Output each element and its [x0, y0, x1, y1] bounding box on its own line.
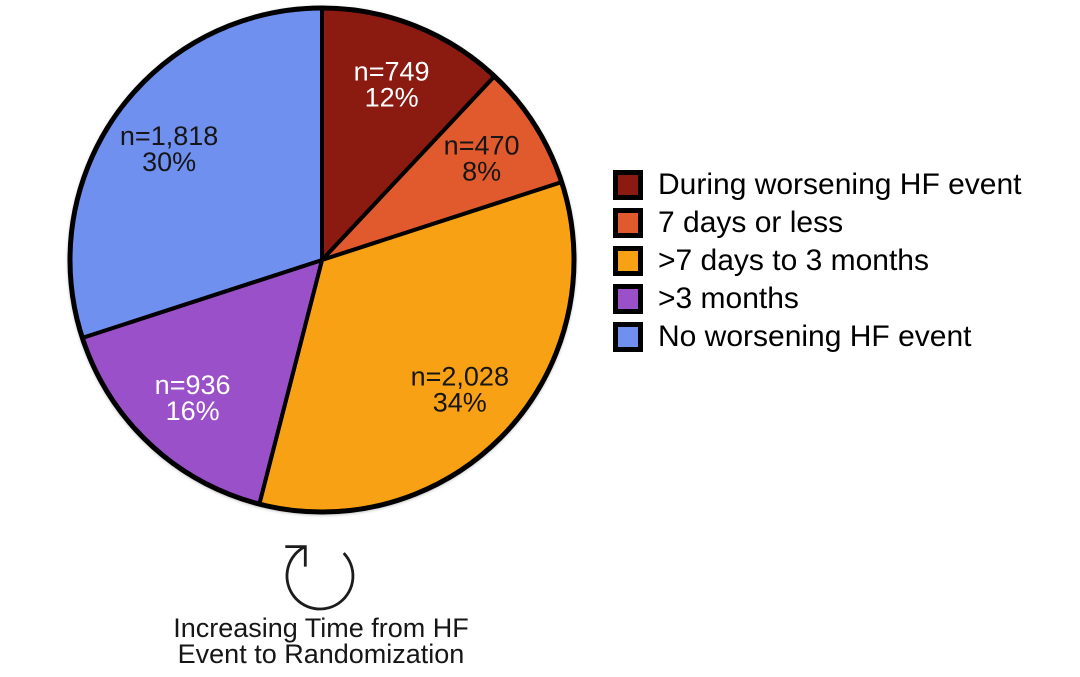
slice-n-label-4: n=1,818 [120, 121, 218, 151]
legend-label: During worsening HF event [658, 168, 1022, 201]
slice-pct-label-2: 34% [433, 387, 487, 417]
rotation-caption: Increasing Time from HF Event to Randomi… [156, 613, 486, 669]
legend-swatch [613, 170, 643, 200]
legend-swatch [613, 322, 643, 352]
slice-n-label-0: n=749 [354, 56, 430, 86]
caption-line-2: Event to Randomization [177, 639, 465, 669]
legend-swatch [613, 246, 643, 276]
legend-swatch [613, 208, 643, 238]
slice-pct-label-4: 30% [142, 147, 196, 177]
slice-pct-label-3: 16% [166, 396, 220, 426]
slice-n-label-2: n=2,028 [411, 361, 509, 391]
legend-label: >7 days to 3 months [658, 244, 929, 277]
legend-item-3-months: >3 months [613, 284, 1022, 314]
legend-item-7-days-to-3-months: >7 days to 3 months [613, 246, 1022, 276]
legend: During worsening HF event 7 days or less… [613, 170, 1022, 352]
legend-label: No worsening HF event [658, 320, 972, 353]
legend-label: 7 days or less [658, 206, 844, 239]
legend-item-during-worsening-hf-event: During worsening HF event [613, 170, 1022, 200]
slice-n-label-1: n=470 [444, 131, 520, 161]
legend-label: >3 months [658, 282, 799, 315]
caption-line-1: Increasing Time from HF [173, 613, 469, 643]
clockwise-rotation-arrow-icon [285, 545, 355, 611]
slice-n-label-3: n=936 [155, 370, 231, 400]
pie-outline-circle [67, 5, 577, 515]
legend-item-no-worsening-hf-event: No worsening HF event [613, 322, 1022, 352]
legend-item-7-days-or-less: 7 days or less [613, 208, 1022, 238]
legend-swatch [613, 284, 643, 314]
slice-pct-label-0: 12% [365, 82, 419, 112]
slice-pct-label-1: 8% [462, 157, 501, 187]
